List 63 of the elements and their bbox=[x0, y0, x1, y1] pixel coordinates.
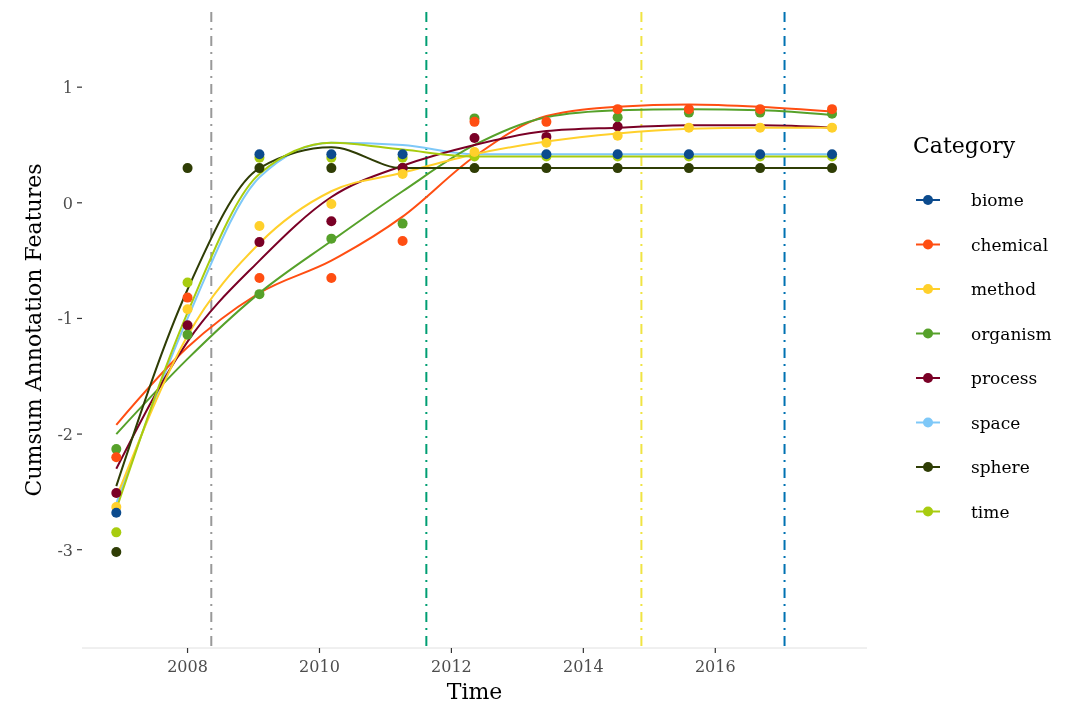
point bbox=[254, 289, 265, 300]
legend-label: time bbox=[971, 501, 1010, 522]
point bbox=[254, 220, 265, 231]
legend-label: chemical bbox=[971, 234, 1049, 255]
legend-label: space bbox=[971, 412, 1021, 433]
point bbox=[326, 216, 337, 227]
point bbox=[182, 277, 193, 288]
x-tick-label: 2016 bbox=[694, 657, 736, 676]
point bbox=[612, 163, 623, 174]
x-tick-label: 2010 bbox=[299, 657, 340, 676]
point bbox=[326, 198, 337, 209]
point bbox=[254, 237, 265, 248]
point bbox=[755, 163, 766, 174]
point bbox=[612, 130, 623, 141]
legend-label: biome bbox=[971, 190, 1024, 210]
point bbox=[326, 233, 337, 244]
point bbox=[111, 452, 122, 463]
point bbox=[397, 218, 408, 229]
y-tick-label: -2 bbox=[57, 425, 73, 445]
point bbox=[397, 168, 408, 179]
point bbox=[111, 527, 122, 538]
point bbox=[827, 122, 838, 133]
point bbox=[182, 292, 193, 303]
x-tick-label: 2012 bbox=[431, 657, 472, 676]
legend-label: organism bbox=[971, 323, 1052, 344]
point bbox=[827, 104, 838, 115]
point bbox=[182, 304, 193, 315]
legend-label: process bbox=[971, 368, 1038, 388]
point bbox=[541, 116, 552, 127]
point bbox=[397, 235, 408, 246]
point bbox=[111, 507, 122, 518]
point bbox=[326, 163, 337, 174]
legend-label: sphere bbox=[971, 457, 1030, 477]
point bbox=[469, 133, 480, 144]
point bbox=[254, 272, 265, 283]
point bbox=[683, 122, 694, 133]
legend-label: method bbox=[971, 279, 1037, 299]
point bbox=[612, 104, 623, 115]
x-axis-title: Time bbox=[446, 679, 503, 704]
point bbox=[254, 163, 265, 174]
point bbox=[111, 488, 122, 499]
point bbox=[182, 329, 193, 340]
point bbox=[111, 444, 122, 455]
legend-title: Category bbox=[913, 133, 1016, 158]
point bbox=[469, 146, 480, 157]
point bbox=[469, 163, 480, 174]
point bbox=[111, 547, 122, 558]
point bbox=[683, 163, 694, 174]
y-tick-label: 1 bbox=[62, 78, 73, 98]
point bbox=[541, 163, 552, 174]
point bbox=[541, 137, 552, 148]
y-tick-label: 0 bbox=[62, 193, 73, 213]
point bbox=[182, 320, 193, 331]
point bbox=[612, 121, 623, 132]
x-tick-label: 2008 bbox=[167, 657, 208, 676]
y-tick-label: -1 bbox=[57, 309, 73, 329]
y-tick-label: -3 bbox=[57, 540, 73, 560]
y-axis-title: Cumsum Annotation Features bbox=[21, 163, 46, 497]
point bbox=[182, 163, 193, 174]
point bbox=[755, 122, 766, 133]
x-tick-label: 2014 bbox=[562, 657, 604, 676]
point bbox=[326, 272, 337, 283]
point bbox=[827, 163, 838, 174]
